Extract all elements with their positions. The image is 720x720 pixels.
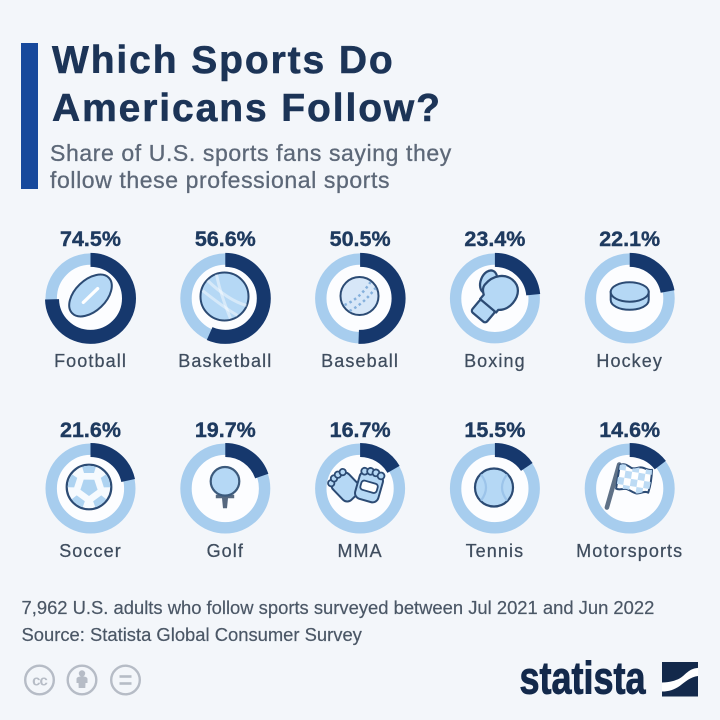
svg-text:cc: cc (32, 673, 47, 690)
svg-text:statista: statista (520, 653, 646, 704)
